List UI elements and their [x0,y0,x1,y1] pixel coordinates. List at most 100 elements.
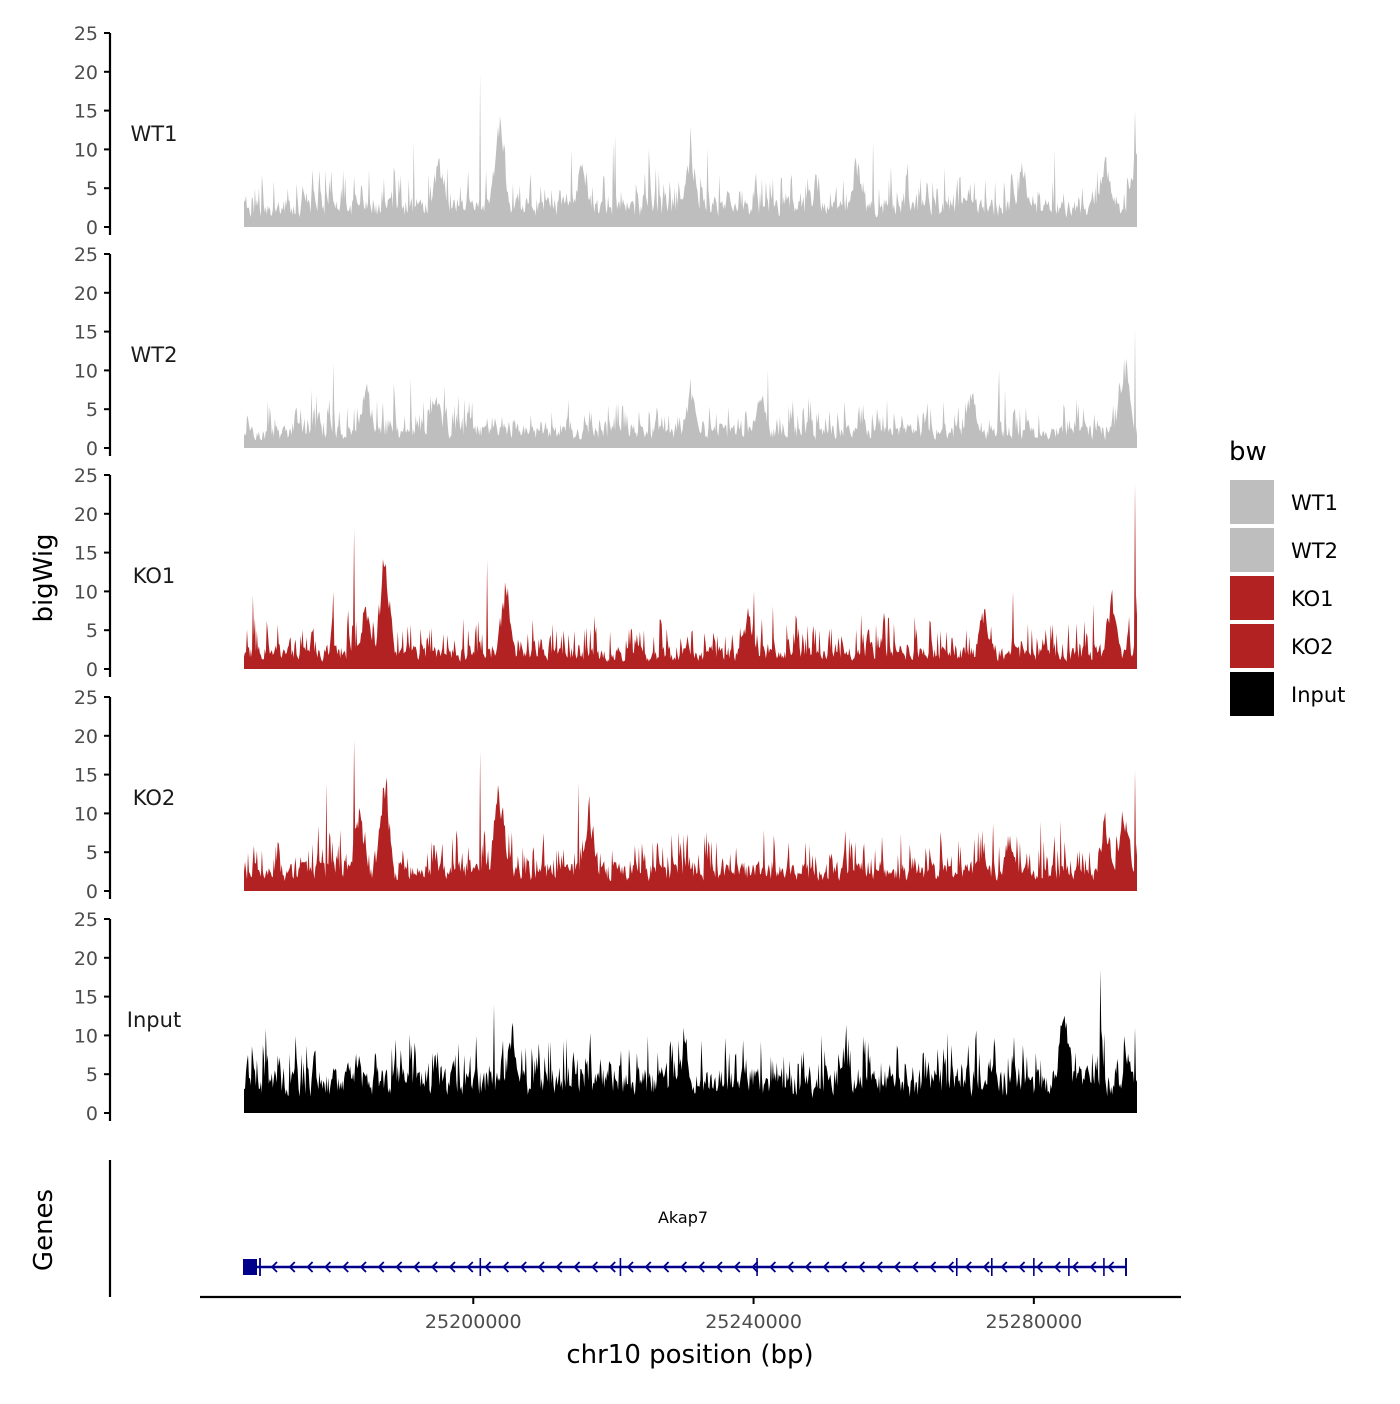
y-tick-label: 5 [86,1064,98,1086]
x-tick-label: 25240000 [705,1311,802,1333]
gene-exon [243,1259,257,1275]
strand-arrow [288,1261,296,1273]
legend-swatch [1230,672,1274,716]
strand-arrow [1107,1261,1115,1273]
legend-title: bw [1229,437,1267,467]
y-tick-label: 15 [74,543,98,565]
strand-arrow [537,1261,545,1273]
strand-arrow [413,1261,421,1273]
strand-arrow [858,1261,866,1273]
track-label: KO2 [133,786,176,810]
legend-entry-ko1: KO1 [1230,576,1334,620]
strand-arrow [662,1261,670,1273]
y-tick-label: 0 [86,217,98,239]
strand-arrow [626,1261,634,1273]
strand-arrow [430,1261,438,1273]
strand-arrow [804,1261,812,1273]
y-tick-label: 20 [74,283,98,305]
legend: bw WT1 WT2 KO1 KO2 Input [1229,437,1345,716]
strand-arrow [1053,1261,1061,1273]
signal-tracks: 0510152025WT10510152025WT20510152025KO10… [74,23,1137,1125]
y-tick-label: 20 [74,726,98,748]
y-tick-label: 25 [74,23,98,45]
track-label: Input [127,1008,181,1032]
coverage-area-wt1 [244,71,1137,227]
strand-arrow [911,1261,919,1273]
legend-label: WT1 [1291,491,1338,515]
y-tick-label: 5 [86,178,98,200]
legend-entry-wt1: WT1 [1230,480,1338,524]
y-tick-label: 0 [86,881,98,903]
strand-arrow [484,1261,492,1273]
y-tick-label: 20 [74,948,98,970]
strand-arrow [359,1261,367,1273]
y-tick-label: 0 [86,659,98,681]
coverage-area-wt2 [244,327,1137,448]
strand-arrow [1071,1261,1079,1273]
y-tick-label: 25 [74,909,98,931]
strand-arrow [840,1261,848,1273]
strand-arrow [591,1261,599,1273]
strand-arrow [324,1261,332,1273]
legend-swatch [1230,528,1274,572]
y-tick-label: 15 [74,765,98,787]
y-tick-label: 5 [86,399,98,421]
strand-arrow [929,1261,937,1273]
y-tick-label: 10 [74,1025,98,1047]
strand-arrow [875,1261,883,1273]
y-tick-label: 25 [74,465,98,487]
y-tick-label: 0 [86,438,98,460]
strand-arrow [769,1261,777,1273]
coverage-area-input [244,969,1137,1113]
strand-arrow [1089,1261,1097,1273]
track-wt1: 0 5 10 15 20 25 WT1 [74,23,1137,239]
y-tick-label: 10 [74,581,98,603]
legend-swatch [1230,576,1274,620]
legend-label: Input [1291,683,1345,707]
legend-label: KO2 [1291,635,1334,659]
x-tick-label: 25280000 [985,1311,1082,1333]
legend-entry-wt2: WT2 [1230,528,1338,572]
x-tick-label: 25200000 [425,1311,522,1333]
gene-akap7: Akap7 [243,1208,1127,1276]
track-ko2: 0 5 10 15 20 25 KO2 [74,687,1137,903]
strand-arrow [466,1261,474,1273]
x-axis: 25200000 25240000 25280000 [200,1295,1181,1333]
legend-label: WT2 [1291,539,1338,563]
y-tick-label: 5 [86,842,98,864]
y-tick-label: 25 [74,244,98,266]
strand-arrow [573,1261,581,1273]
strand-arrow [395,1261,403,1273]
track-label: WT2 [131,343,178,367]
strand-arrow [982,1261,990,1273]
y-tick-label: 10 [74,803,98,825]
strand-arrow [1036,1261,1044,1273]
y-axis-title: bigWig [29,533,59,622]
strand-arrow [555,1261,563,1273]
track-input: 0 5 10 15 20 25 Input [74,909,1137,1125]
strand-arrow [964,1261,972,1273]
strand-arrow [270,1261,278,1273]
coverage-area-ko1 [244,482,1137,669]
legend-entry-ko2: KO2 [1230,624,1334,668]
genes-panel-title: Genes [29,1189,59,1271]
strand-arrow [697,1261,705,1273]
coverage-area-ko2 [244,739,1137,891]
legend-swatch [1230,480,1274,524]
strand-arrow [502,1261,510,1273]
strand-arrow [786,1261,794,1273]
strand-arrow [715,1261,723,1273]
y-tick-label: 5 [86,620,98,642]
y-tick-label: 15 [74,101,98,123]
y-tick-label: 10 [74,139,98,161]
strand-arrow [893,1261,901,1273]
y-tick-label: 20 [74,504,98,526]
strand-arrow [341,1261,349,1273]
track-wt2: 0 5 10 15 20 25 WT2 [74,244,1137,460]
strand-arrow [519,1261,527,1273]
strand-arrow [377,1261,385,1273]
gene-name-label: Akap7 [658,1208,708,1227]
y-tick-label: 20 [74,62,98,84]
x-axis-title: chr10 position (bp) [566,1340,813,1370]
